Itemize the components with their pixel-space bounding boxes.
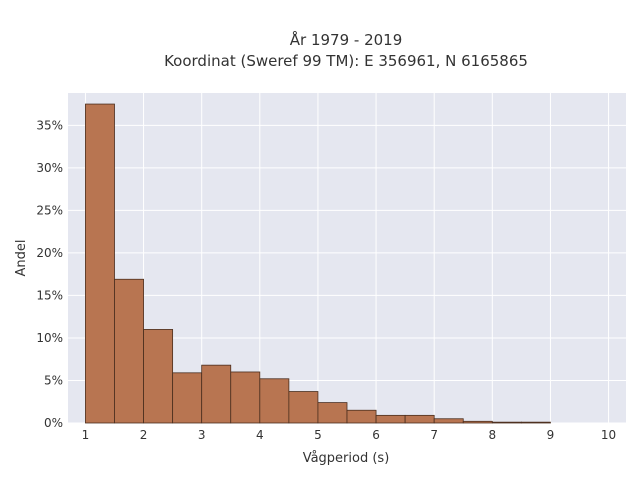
histogram-bar <box>85 103 115 424</box>
histogram-bar <box>520 421 551 424</box>
y-tick-label: 25% <box>36 203 63 217</box>
histogram-bar <box>433 418 464 424</box>
x-axis-label: Vågperiod (s) <box>303 451 390 466</box>
x-tick-label: 9 <box>547 428 555 442</box>
histogram-bar <box>375 414 406 424</box>
histogram-bar <box>462 420 493 424</box>
histogram-bar <box>114 278 144 424</box>
y-tick-label: 35% <box>36 118 63 132</box>
x-tick-label: 2 <box>140 428 148 442</box>
x-tick-label: 8 <box>488 428 496 442</box>
histogram-bar <box>259 378 290 424</box>
y-axis-label: Andel <box>14 240 29 277</box>
x-tick-label: 10 <box>601 428 616 442</box>
histogram-bar <box>143 329 174 424</box>
x-tick-label: 5 <box>314 428 322 442</box>
histogram-bar <box>346 409 377 424</box>
x-tick-label: 7 <box>430 428 438 442</box>
histogram-bar <box>172 372 203 424</box>
histogram-bar <box>230 371 261 424</box>
y-tick-label: 30% <box>36 161 63 175</box>
x-tick-label: 6 <box>372 428 380 442</box>
chart-title-line-2: Koordinat (Sweref 99 TM): E 356961, N 61… <box>164 52 528 70</box>
y-tick-label: 15% <box>36 288 63 302</box>
x-tick-label: 4 <box>256 428 264 442</box>
tick-labels: 1 2 3 4 5 6 7 8 9 10 0% 5% 10% 15% 20% 25% 30% 35% <box>36 118 616 442</box>
y-tick-label: 10% <box>36 331 63 345</box>
chart-title-line-1: År 1979 - 2019 <box>290 30 403 49</box>
histogram-bar <box>491 421 522 424</box>
histogram-bar <box>201 364 232 424</box>
histogram-bar <box>288 391 319 424</box>
histogram-bar <box>404 414 435 424</box>
histogram-bars <box>85 103 551 424</box>
histogram-bar <box>317 402 348 424</box>
x-tick-label: 1 <box>82 428 90 442</box>
x-tick-label: 3 <box>198 428 206 442</box>
y-tick-label: 5% <box>44 373 63 387</box>
y-tick-label: 0% <box>44 416 63 430</box>
y-tick-label: 20% <box>36 246 63 260</box>
